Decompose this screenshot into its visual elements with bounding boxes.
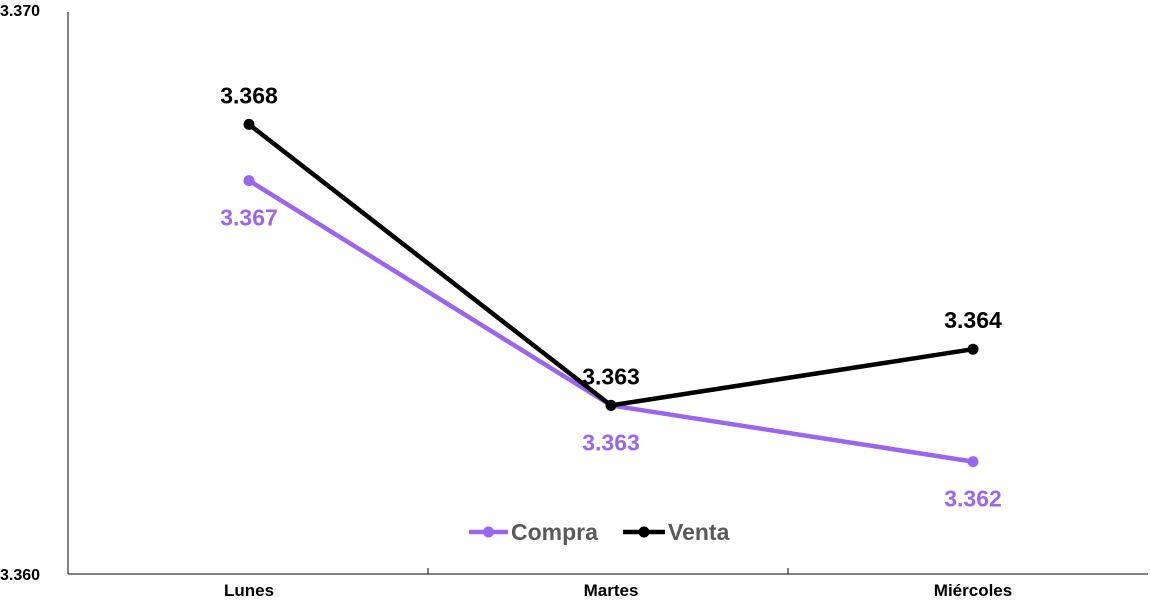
data-label: 3.367 xyxy=(220,205,278,231)
data-label: 3.363 xyxy=(582,429,640,455)
y-tick-label-max: 3.370 xyxy=(0,3,40,20)
legend-label: Venta xyxy=(668,519,730,545)
y-tick-labels: 3.370 3.360 xyxy=(0,3,40,584)
y-tick-label-min: 3.360 xyxy=(0,567,40,584)
x-tick-label: Miércoles xyxy=(934,581,1012,600)
data-point xyxy=(243,118,255,130)
x-tick-label: Martes xyxy=(584,581,639,600)
legend: Compra Venta xyxy=(469,519,730,545)
series-line xyxy=(247,178,974,464)
series-venta xyxy=(243,118,979,411)
x-tick-labels: Lunes Martes Miércoles xyxy=(224,581,1012,600)
data-point xyxy=(605,399,617,411)
data-point xyxy=(243,175,255,187)
x-tick-label: Lunes xyxy=(224,581,274,600)
legend-label: Compra xyxy=(511,519,598,545)
data-label: 3.363 xyxy=(582,363,640,389)
data-point xyxy=(967,456,979,468)
legend-marker xyxy=(483,526,494,538)
series-compra xyxy=(243,175,979,468)
data-point xyxy=(967,343,979,355)
series-layer xyxy=(243,118,979,468)
legend-item-venta: Venta xyxy=(623,519,730,545)
legend-marker xyxy=(638,526,650,538)
data-label: 3.364 xyxy=(944,307,1002,333)
legend-item-compra: Compra xyxy=(469,519,598,545)
data-label: 3.368 xyxy=(220,82,278,108)
axes xyxy=(67,12,1148,575)
data-label: 3.362 xyxy=(944,486,1002,512)
data-labels: 3.367 3.363 3.362 3.368 3.363 3.364 xyxy=(220,82,1002,511)
